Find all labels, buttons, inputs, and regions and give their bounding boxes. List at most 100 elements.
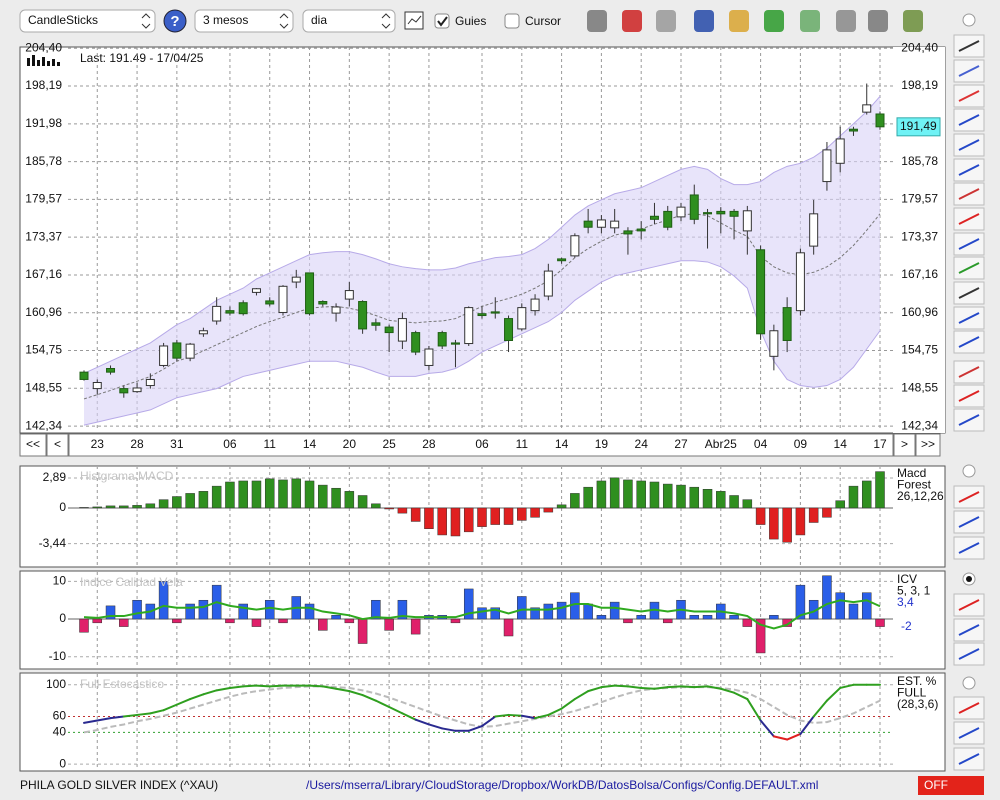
bar bbox=[769, 615, 779, 620]
tool-button[interactable] bbox=[764, 10, 784, 32]
bar bbox=[556, 601, 567, 620]
nav-button-label[interactable]: << bbox=[26, 437, 40, 451]
series-segment bbox=[374, 699, 391, 709]
candle-body bbox=[450, 342, 460, 345]
radio[interactable] bbox=[962, 464, 976, 478]
y-tick-label: 173,37 bbox=[25, 229, 62, 243]
nav-button-label[interactable]: > bbox=[901, 437, 908, 451]
bar bbox=[291, 478, 302, 509]
candle-body bbox=[835, 138, 845, 164]
y-tick-label-right: 179,57 bbox=[901, 192, 938, 206]
y-tick-label-right: 198,19 bbox=[901, 78, 938, 92]
side-glyph bbox=[958, 114, 980, 126]
candle-body bbox=[198, 330, 208, 335]
y-tick-label-right: 142,34 bbox=[901, 418, 938, 432]
bar bbox=[636, 480, 646, 509]
bar bbox=[318, 618, 328, 631]
signal-line bbox=[83, 599, 881, 630]
tool-button[interactable] bbox=[622, 10, 642, 32]
bar bbox=[742, 618, 753, 627]
series-segment bbox=[388, 706, 404, 715]
bar bbox=[609, 477, 620, 509]
candle-body bbox=[238, 302, 248, 315]
nav-button[interactable] bbox=[19, 433, 47, 457]
x-tick-label: 09 bbox=[794, 437, 808, 451]
select-arrow bbox=[141, 13, 151, 29]
sub-plot bbox=[68, 467, 893, 566]
series-segment bbox=[175, 698, 192, 706]
y-tick-label: -3,44 bbox=[39, 536, 67, 550]
bar bbox=[543, 603, 554, 620]
series-segment bbox=[335, 687, 351, 693]
bar bbox=[463, 588, 474, 620]
tool-button[interactable] bbox=[694, 10, 714, 32]
help-button[interactable] bbox=[163, 9, 187, 33]
sub-plot bbox=[68, 572, 893, 668]
radio[interactable] bbox=[962, 13, 976, 27]
style-select[interactable] bbox=[19, 9, 156, 33]
bar bbox=[769, 507, 779, 540]
y-tick-label: 0 bbox=[59, 611, 66, 625]
series-segment bbox=[825, 686, 842, 702]
bar bbox=[79, 507, 89, 509]
x-tick-label: 20 bbox=[343, 437, 357, 451]
candle-body bbox=[649, 215, 659, 220]
series-segment bbox=[467, 725, 483, 732]
tool-button[interactable] bbox=[800, 10, 820, 32]
candle-body bbox=[636, 228, 646, 232]
x-tick-label: 04 bbox=[754, 437, 768, 451]
tool-button[interactable] bbox=[729, 10, 749, 32]
bar bbox=[145, 503, 156, 509]
candle-body bbox=[795, 252, 805, 312]
nav-button-label[interactable]: < bbox=[54, 437, 61, 451]
last-value-box bbox=[896, 117, 941, 137]
bar bbox=[875, 471, 885, 509]
x-tick-label: 31 bbox=[170, 437, 184, 451]
bar bbox=[689, 615, 700, 620]
candle-body bbox=[318, 301, 328, 305]
tool-button[interactable] bbox=[868, 10, 888, 32]
side-glyph bbox=[958, 516, 980, 528]
bar bbox=[795, 584, 806, 620]
side-tools bbox=[953, 13, 985, 771]
tool-button[interactable] bbox=[836, 10, 856, 32]
bar bbox=[304, 480, 315, 509]
nav-button[interactable] bbox=[915, 433, 941, 457]
bar bbox=[119, 618, 129, 627]
cursor-checkbox[interactable] bbox=[504, 13, 520, 29]
bar bbox=[450, 507, 461, 537]
tool-button[interactable] bbox=[587, 10, 607, 32]
guides-checkbox[interactable] bbox=[434, 13, 450, 29]
candle-body bbox=[742, 210, 752, 232]
interval-select[interactable] bbox=[302, 9, 396, 33]
bar bbox=[318, 484, 328, 509]
axis-bg bbox=[893, 47, 945, 433]
bar bbox=[264, 478, 275, 509]
candle-body bbox=[663, 210, 673, 228]
candle-body bbox=[623, 230, 633, 235]
tool-button[interactable] bbox=[903, 10, 923, 32]
nav-button[interactable] bbox=[46, 433, 69, 457]
series-segment bbox=[640, 686, 656, 690]
bar bbox=[503, 618, 514, 637]
series-segment bbox=[228, 685, 245, 689]
series-segment bbox=[626, 685, 643, 689]
candle-body bbox=[397, 318, 407, 342]
tool-button[interactable] bbox=[656, 10, 676, 32]
series-segment bbox=[839, 683, 855, 689]
status-box[interactable] bbox=[918, 776, 984, 795]
legend-text: (28,3,6) bbox=[897, 697, 938, 711]
series-segment bbox=[215, 686, 231, 692]
radio[interactable] bbox=[962, 676, 976, 690]
y-tick-label: 179,57 bbox=[25, 192, 62, 206]
candle-body bbox=[703, 212, 713, 215]
x-tick-label: 24 bbox=[635, 437, 649, 451]
candle-body bbox=[517, 307, 527, 330]
bar bbox=[570, 493, 580, 509]
x-tick-label: 28 bbox=[130, 437, 144, 451]
nav-button[interactable] bbox=[893, 433, 916, 457]
side-glyph bbox=[958, 287, 980, 299]
nav-button-label[interactable]: >> bbox=[921, 437, 935, 451]
period-select[interactable] bbox=[194, 9, 294, 33]
